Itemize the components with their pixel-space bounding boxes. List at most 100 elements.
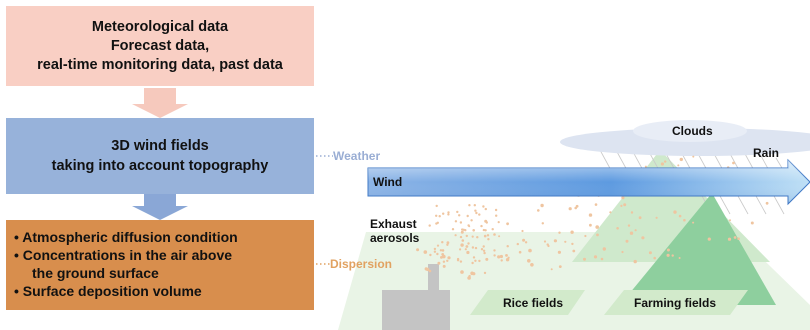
- aerosol-dot: [765, 201, 769, 205]
- aerosol-dot: [558, 231, 561, 234]
- aerosol-dot: [595, 225, 599, 229]
- aerosol-dot: [593, 255, 598, 259]
- aerosol-dot: [653, 256, 656, 260]
- weather-label: Weather: [333, 149, 381, 163]
- aerosol-dot: [495, 214, 498, 217]
- aerosol-dot: [436, 244, 440, 247]
- aerosol-dot: [447, 211, 450, 214]
- aerosol-dot: [433, 247, 437, 251]
- aerosol-dot: [678, 257, 681, 259]
- aerosol-dot: [474, 259, 477, 262]
- aerosol-dot: [467, 242, 470, 245]
- aerosol-dot: [564, 240, 567, 243]
- aerosol-dot: [547, 244, 550, 248]
- aerosol-dot: [627, 224, 631, 227]
- aerosol-dot: [442, 212, 445, 215]
- aerosol-dot: [454, 234, 457, 237]
- farming-fields-label: Farming fields: [634, 296, 717, 310]
- aerosol-dot: [456, 210, 459, 214]
- aerosol-dot: [568, 207, 572, 211]
- aerosol-dot: [673, 210, 677, 214]
- aerosol-dot: [493, 249, 496, 252]
- aerosol-dot: [459, 221, 463, 224]
- aerosol-dot: [737, 237, 740, 240]
- aerosol-dot: [600, 257, 604, 261]
- aerosol-dot: [466, 250, 470, 255]
- aerosol-dot: [493, 254, 496, 257]
- aerosol-dot: [478, 213, 481, 216]
- aerosol-dot: [638, 216, 642, 220]
- aerosol-dot: [527, 259, 531, 263]
- mountain-front: [620, 193, 776, 305]
- meteorological-data-box: Meteorological data Forecast data, real-…: [6, 6, 314, 86]
- aerosol-dot: [644, 165, 648, 168]
- aerosol-dot: [436, 252, 439, 256]
- rice-field-shape: [470, 290, 585, 315]
- rain-label: Rain: [753, 146, 780, 160]
- aerosol-dot: [428, 224, 431, 227]
- aerosol-dot: [620, 204, 623, 207]
- met-line-2: Forecast data,: [110, 37, 210, 54]
- farming-field-shape: [604, 290, 748, 315]
- aerosol-dot: [678, 214, 682, 218]
- aerosol-dot: [484, 229, 487, 232]
- aerosol-dot: [472, 256, 476, 259]
- aerosol-dot: [437, 261, 441, 265]
- factory-building: [382, 290, 450, 330]
- aerosol-dot: [574, 206, 577, 210]
- aerosol-dot: [621, 196, 625, 200]
- aerosol-dot: [484, 207, 487, 211]
- aerosol-dot: [441, 249, 445, 252]
- aerosols-label: aerosols: [370, 231, 420, 245]
- aerosol-dot: [474, 209, 477, 212]
- dispersion-results-box: • Atmospheric diffusion condition • Conc…: [6, 220, 314, 310]
- aerosol-dot: [461, 239, 465, 242]
- disp-item-2-cont: the ground surface: [32, 265, 159, 281]
- rice-fields-label: Rice fields: [503, 296, 564, 310]
- aerosol-dot: [467, 224, 470, 227]
- aerosol-dot: [596, 233, 599, 237]
- aerosol-dot: [505, 254, 508, 257]
- aerosol-dot: [474, 246, 478, 250]
- aerosol-dot: [460, 270, 464, 274]
- aerosol-dot: [550, 268, 553, 271]
- aerosol-dot: [441, 241, 444, 244]
- aerosol-dot: [524, 241, 528, 244]
- aerosol-dot: [537, 209, 540, 212]
- arrow-wind-to-disp: [132, 194, 188, 220]
- aerosol-dot: [660, 162, 665, 166]
- aerosol-dot: [480, 224, 483, 228]
- aerosol-dot: [470, 219, 473, 222]
- aerosol-dot: [589, 223, 592, 227]
- aerosol-dot: [692, 155, 695, 158]
- aerosol-dot: [633, 259, 637, 264]
- aerosol-dot: [461, 228, 464, 231]
- aerosol-dot: [447, 213, 450, 216]
- aerosol-dot: [425, 267, 430, 272]
- wind-label: Wind: [373, 175, 403, 189]
- aerosol-dot: [616, 227, 619, 230]
- aerosol-dot: [648, 251, 652, 255]
- aerosol-dot: [530, 263, 534, 267]
- aerosol-dot: [454, 220, 458, 223]
- aerosol-dot: [727, 237, 732, 241]
- met-line-1: Meteorological data: [91, 18, 229, 35]
- aerosol-dot: [497, 221, 500, 224]
- aerosol-dot: [729, 219, 731, 222]
- aerosol-dot: [428, 269, 432, 273]
- aerosol-dot: [460, 230, 464, 234]
- aerosol-dot: [506, 245, 509, 248]
- aerosol-dot: [623, 203, 627, 207]
- aerosol-dot: [471, 261, 474, 265]
- aerosol-dot: [446, 259, 449, 262]
- aerosol-dot: [625, 239, 629, 243]
- aerosol-dot: [671, 254, 674, 257]
- aerosol-dot: [423, 250, 428, 254]
- aerosol-dot: [707, 237, 711, 241]
- aerosol-dot: [483, 271, 487, 275]
- disp-item-3: • Surface deposition volume: [14, 283, 202, 299]
- aerosol-dot: [521, 229, 524, 233]
- exhaust-label: Exhaust: [370, 217, 417, 231]
- cloud-shape: [560, 128, 810, 156]
